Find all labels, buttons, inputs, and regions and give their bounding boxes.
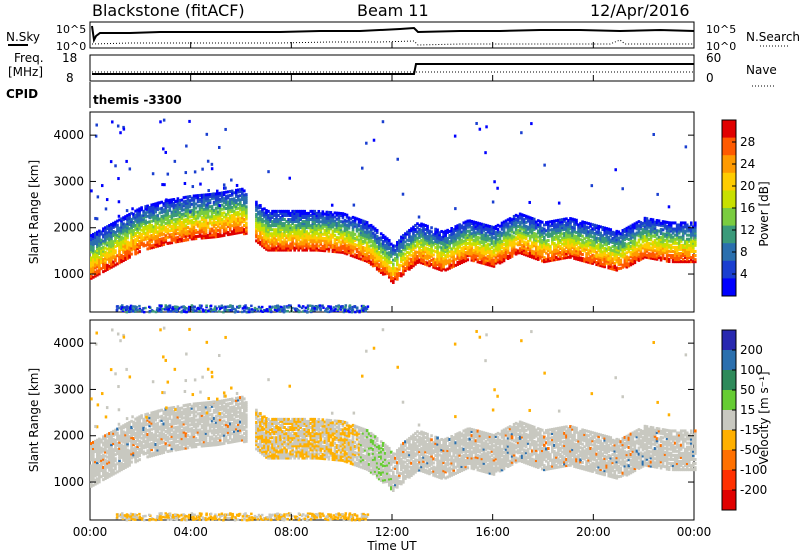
power-cell (392, 263, 395, 266)
freq-unit: [MHz] (8, 65, 43, 79)
power-cell (430, 230, 433, 233)
power-cell (354, 233, 357, 236)
freq-tick-top: 18 (62, 51, 77, 65)
noise-tick-top-right: 10^5 (706, 23, 736, 36)
power-cell (430, 226, 433, 229)
power-cell (259, 204, 262, 207)
nsearch-line (92, 40, 694, 45)
nave-label: Nave (746, 63, 777, 77)
freq-tick-bottom: 8 (66, 71, 74, 85)
power-cell (466, 258, 469, 261)
power-cell (497, 228, 500, 231)
date-title: 12/Apr/2016 (590, 1, 690, 20)
power-cell (575, 219, 578, 222)
power-cell (346, 214, 349, 217)
power-cell (599, 232, 602, 235)
beam-title: Beam 11 (357, 1, 429, 20)
power-cell (620, 259, 623, 262)
power-cell (694, 258, 697, 261)
power-cell (388, 239, 391, 242)
power-cell (243, 189, 246, 192)
power-cell (694, 254, 697, 257)
power-cell (690, 221, 693, 224)
power-cell (541, 221, 544, 224)
power-cell (140, 206, 143, 209)
power-cell (114, 249, 117, 252)
freq-label: Freq. (14, 51, 44, 65)
power-cell (581, 253, 584, 256)
power-cell (138, 250, 141, 253)
power-cell (426, 225, 429, 228)
power-cell (255, 201, 258, 204)
power-cell (116, 224, 119, 227)
power-cell (609, 228, 612, 231)
power-cell (245, 222, 248, 225)
station-title: Blackstone (fitACF) (92, 1, 245, 20)
power-cell (376, 229, 379, 232)
power-cell (156, 214, 159, 217)
cpid-value: themis -3300 (93, 93, 182, 107)
cpid-label: CPID (6, 87, 38, 101)
power-cell (366, 221, 369, 224)
power-cell (245, 193, 248, 196)
nave-tick-bottom: 0 (706, 71, 714, 85)
nave-tick-top: 60 (706, 51, 721, 65)
noise-tick-top-left: 10^5 (56, 23, 86, 36)
power-cell (533, 218, 536, 221)
nsky-label: N.Sky (6, 30, 40, 44)
power-cell (130, 253, 133, 256)
freq-nave-panel: Freq. [MHz] 18 8 60 0 Nave CPID themis -… (6, 51, 777, 108)
power-cell (432, 253, 435, 256)
power-cell (436, 228, 439, 231)
power-cell (581, 235, 584, 238)
nsearch-label: N.Search (746, 30, 800, 44)
nsky-line (92, 26, 694, 40)
noise-panel: N.Sky 10^5 10^0 10^5 10^0 N.Search (6, 22, 800, 53)
power-cell (245, 205, 248, 208)
power-cell (547, 239, 550, 242)
